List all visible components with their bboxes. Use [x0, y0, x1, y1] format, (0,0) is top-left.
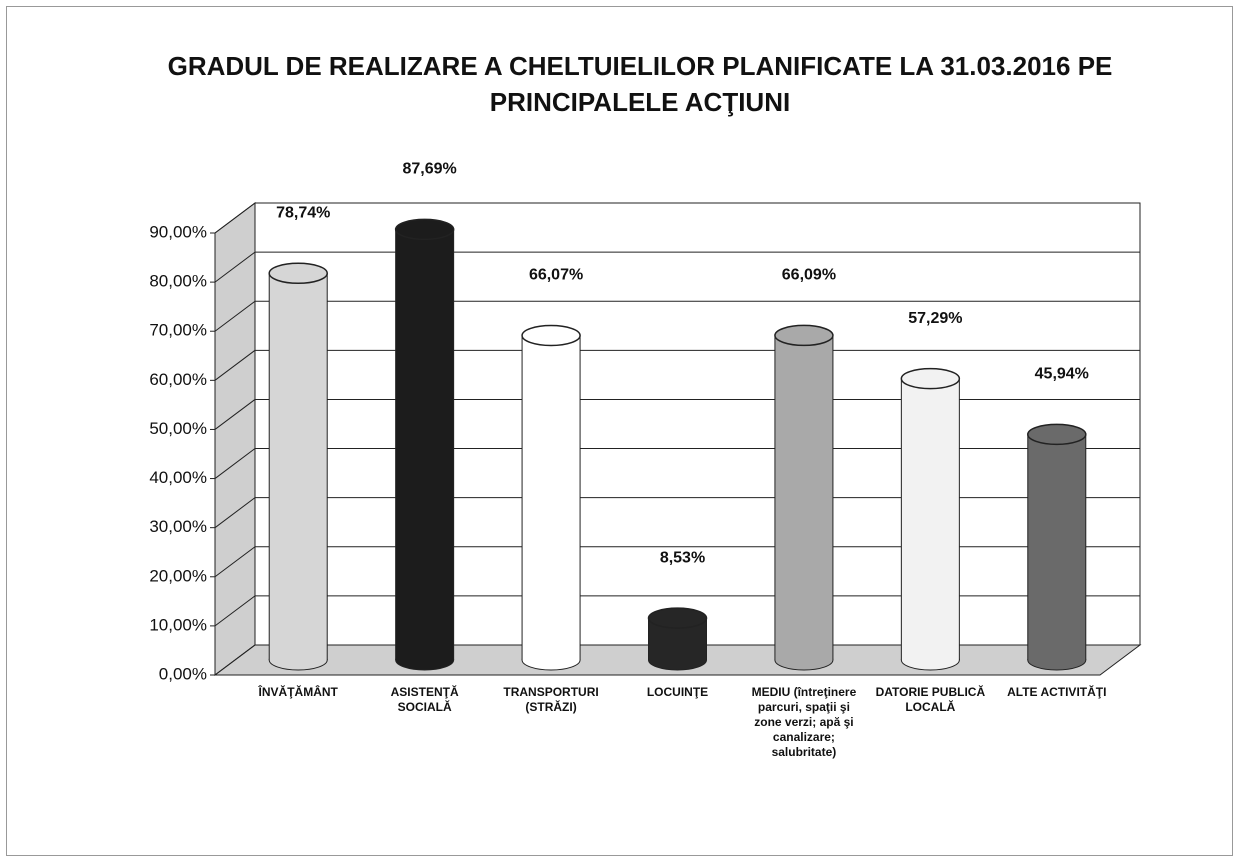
bar-top: [268, 262, 328, 285]
bar: [1027, 434, 1086, 660]
x-tick-label: TRANSPORTURI (STRĂZI): [503, 685, 599, 714]
y-tick-label: 70,00%: [149, 321, 207, 340]
data-label: 57,29%: [908, 310, 962, 327]
side-grid-line: [214, 251, 256, 283]
data-label: 87,69%: [403, 161, 457, 178]
bar-top: [774, 324, 834, 347]
data-label: 8,53%: [660, 549, 705, 566]
bar: [269, 273, 328, 660]
frame: [6, 6, 1233, 856]
x-tick-label: ASISTENŢĂ SOCIALĂ: [390, 685, 459, 714]
y-tick-label: 40,00%: [149, 468, 207, 487]
bar: [901, 378, 960, 660]
bar-top: [521, 324, 581, 347]
x-tick-label: LOCUINŢE: [646, 685, 709, 699]
y-tick-label: 20,00%: [149, 566, 207, 585]
y-tick-label: 90,00%: [149, 222, 207, 241]
bar-top: [1027, 423, 1087, 446]
side-grid-line: [214, 399, 256, 430]
data-label: 66,09%: [782, 267, 836, 284]
side-grid-line: [214, 448, 256, 479]
back-wall: [254, 202, 1141, 646]
side-grid-line: [214, 349, 256, 381]
data-label: 78,74%: [276, 205, 330, 222]
y-tick-label: 60,00%: [149, 370, 207, 389]
y-tick-label: 0,00%: [159, 664, 207, 683]
side-grid-line: [214, 644, 256, 676]
x-tick-label: ÎNVĂŢĂMÂNT: [258, 685, 338, 699]
data-label: 66,07%: [529, 267, 583, 284]
side-wall: [214, 202, 256, 676]
x-tick-label: MEDIU (întreţinere parcuri, spaţii şi zo…: [751, 685, 857, 759]
y-tick-label: 30,00%: [149, 517, 207, 536]
side-grid-line: [214, 497, 256, 529]
y-tick-label: 50,00%: [149, 419, 207, 438]
x-tick-label: DATORIE PUBLICĂ LOCALĂ: [875, 685, 986, 714]
side-grid-line: [214, 300, 256, 332]
chart-title: GRADUL DE REALIZARE A CHELTUIELILOR PLAN…: [167, 51, 1113, 117]
bar: [522, 335, 581, 660]
side-grid-line: [214, 202, 256, 234]
x-tick-label: ALTE ACTIVITĂŢI: [1007, 685, 1107, 699]
side-grid-line: [214, 595, 256, 627]
data-label: 45,94%: [1035, 366, 1089, 383]
bar: [774, 335, 833, 660]
side-grid-line: [214, 546, 256, 578]
bar-top: [394, 218, 455, 241]
y-tick-label: 80,00%: [149, 272, 207, 291]
bar-top: [647, 607, 708, 629]
bar-top: [900, 367, 961, 390]
y-tick-label: 10,00%: [149, 615, 207, 634]
bar: [395, 229, 454, 660]
